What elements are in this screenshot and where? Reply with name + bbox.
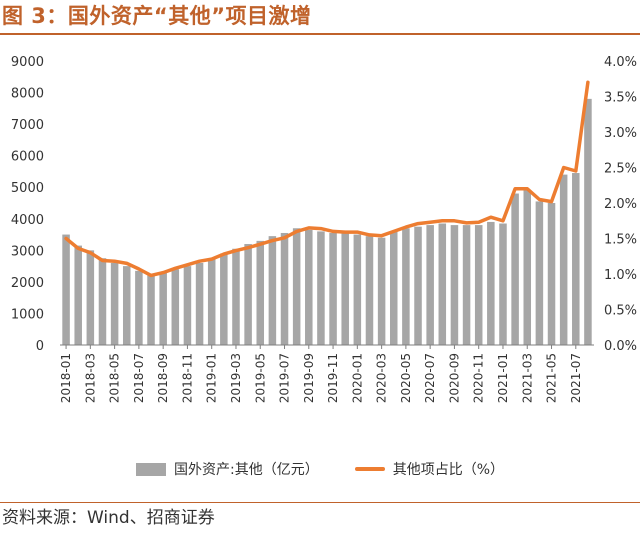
bar bbox=[450, 225, 459, 345]
bar bbox=[438, 223, 447, 345]
x-tick-label: 2019-11 bbox=[326, 353, 340, 403]
x-tick-label: 2018-07 bbox=[132, 353, 146, 403]
bar bbox=[377, 237, 386, 345]
bar bbox=[474, 225, 483, 345]
x-tick-label: 2021-01 bbox=[496, 353, 510, 403]
bar bbox=[86, 250, 95, 345]
bar bbox=[62, 234, 70, 345]
legend-label-line: 其他项占比（%） bbox=[392, 462, 505, 478]
bar bbox=[280, 232, 289, 345]
bar bbox=[572, 173, 580, 345]
bar bbox=[183, 266, 192, 345]
bar bbox=[110, 262, 119, 345]
y-left-tick-label: 7000 bbox=[11, 118, 44, 133]
bar bbox=[159, 272, 167, 345]
y-right-tick-label: 0.5% bbox=[604, 304, 637, 319]
bar bbox=[402, 228, 410, 345]
chart-svg: 0 1000 2000 3000 4000 5000 6000 7000 8000 9000 0.0… bbox=[11, 55, 637, 403]
bar bbox=[195, 262, 204, 345]
bar bbox=[353, 234, 362, 345]
x-tick-label: 2021-05 bbox=[545, 353, 559, 403]
x-tick-label: 2020-07 bbox=[423, 353, 437, 403]
y-left-tick-label: 4000 bbox=[11, 213, 44, 228]
y-right-tick-label: 1.0% bbox=[604, 268, 637, 283]
bar bbox=[244, 244, 252, 345]
y-right-tick-label: 3.5% bbox=[604, 91, 637, 106]
bar bbox=[305, 229, 313, 345]
x-tick-label: 2019-07 bbox=[278, 353, 292, 403]
bar bbox=[207, 258, 216, 345]
source-note: 资料来源：Wind、招商证券 bbox=[2, 508, 215, 528]
bar bbox=[523, 190, 532, 345]
x-tick-label: 2019-03 bbox=[229, 353, 243, 403]
y-left-tick-label: 8000 bbox=[11, 87, 44, 102]
x-tick-label: 2018-05 bbox=[108, 353, 122, 403]
legend-swatch-bar bbox=[135, 462, 166, 476]
bar bbox=[365, 236, 374, 345]
x-tick-label: 2019-05 bbox=[253, 353, 267, 403]
bar bbox=[268, 236, 277, 345]
bar bbox=[462, 225, 471, 345]
y-left-tick-label: 5000 bbox=[11, 181, 44, 196]
x-tick-label: 2020-11 bbox=[472, 353, 486, 403]
share-line bbox=[64, 80, 590, 278]
x-tick-label: 2021-03 bbox=[520, 353, 534, 403]
y-right-tick-label: 2.5% bbox=[604, 162, 637, 177]
title-rule bbox=[0, 33, 640, 35]
y-left-tick-label: 9000 bbox=[11, 55, 44, 70]
bar bbox=[98, 258, 107, 345]
y-right-tick-label: 0.0% bbox=[604, 339, 637, 354]
x-tick-label: 2018-03 bbox=[83, 353, 97, 403]
y-left-tick-label: 6000 bbox=[11, 150, 44, 165]
legend-item-line: 其他项占比（%） bbox=[354, 459, 505, 479]
chart-legend: 国外资产:其他（亿元） 其他项占比（%） bbox=[0, 456, 640, 482]
bar bbox=[511, 193, 519, 345]
legend-label-bar: 国外资产:其他（亿元） bbox=[173, 462, 319, 478]
bar bbox=[147, 275, 155, 345]
bar bbox=[341, 232, 349, 345]
x-tick-label: 2020-05 bbox=[399, 353, 413, 403]
bar bbox=[122, 266, 131, 345]
x-tick-label: 2018-09 bbox=[156, 353, 170, 403]
bar bbox=[256, 240, 265, 345]
y-right-tick-label: 2.0% bbox=[604, 197, 637, 212]
x-tick-label: 2019-01 bbox=[205, 353, 219, 403]
y-right-tick-label: 1.5% bbox=[604, 233, 637, 248]
legend-item-bar: 国外资产:其他（亿元） bbox=[135, 459, 319, 479]
bar bbox=[232, 248, 240, 345]
x-tick-label: 2021-07 bbox=[569, 353, 583, 403]
legend-swatch-line bbox=[354, 467, 385, 471]
bar bbox=[135, 270, 143, 345]
bar bbox=[220, 253, 228, 345]
x-tick-label: 2019-09 bbox=[302, 353, 316, 403]
chart-title: 图 3：国外资产“其他”项目激增 bbox=[2, 4, 312, 28]
bar bbox=[499, 223, 507, 345]
y-left-tick-label: 1000 bbox=[11, 307, 44, 322]
x-tick-label: 2020-09 bbox=[447, 353, 461, 403]
x-tick-label: 2018-11 bbox=[180, 353, 194, 403]
bar bbox=[547, 203, 556, 345]
bar bbox=[329, 232, 337, 345]
bar bbox=[535, 201, 544, 345]
bar bbox=[414, 226, 422, 345]
x-tick-label: 2020-03 bbox=[375, 353, 389, 403]
y-left-tick-label: 2000 bbox=[11, 276, 44, 291]
bar bbox=[292, 228, 301, 345]
y-right-tick-label: 4.0% bbox=[604, 55, 637, 70]
bar bbox=[487, 221, 495, 345]
bar bbox=[426, 225, 434, 345]
bar bbox=[317, 231, 325, 345]
bar bbox=[389, 231, 398, 345]
bar bbox=[584, 98, 592, 345]
source-rule bbox=[0, 502, 640, 503]
x-tick-label: 2018-01 bbox=[59, 353, 73, 403]
bar bbox=[74, 245, 82, 345]
bar bbox=[559, 174, 568, 345]
y-left-tick-label: 3000 bbox=[11, 244, 44, 259]
bar bbox=[171, 269, 180, 345]
y-right-tick-label: 3.0% bbox=[604, 126, 637, 141]
x-tick-label: 2020-01 bbox=[350, 353, 364, 403]
y-left-tick-label: 0 bbox=[36, 339, 44, 354]
